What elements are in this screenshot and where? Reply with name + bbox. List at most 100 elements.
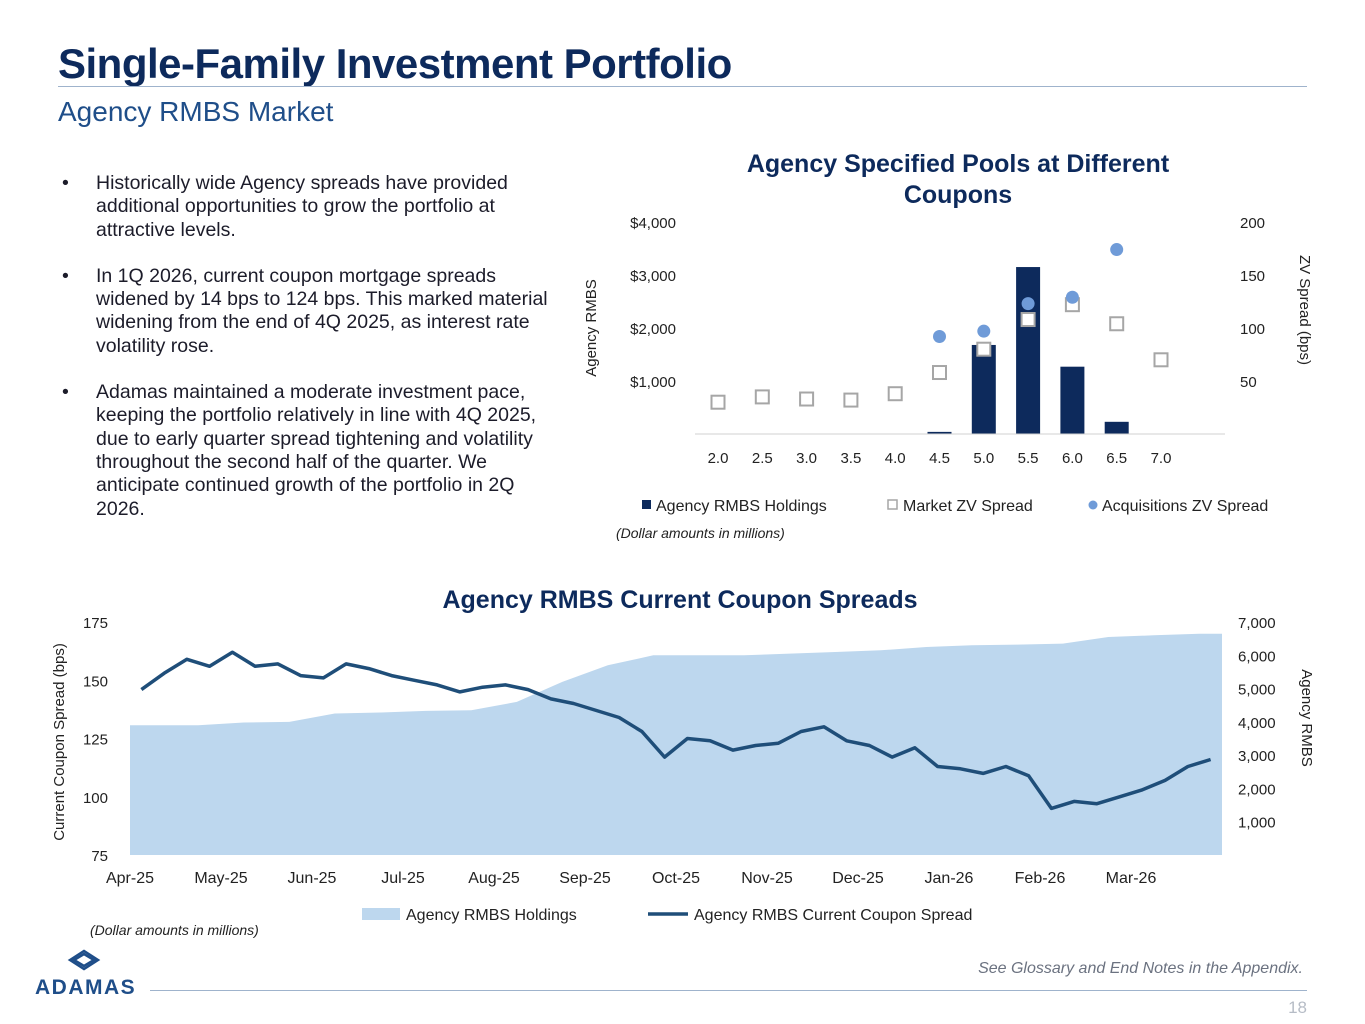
y-tick-label: $3,000 [630,268,676,285]
chart-title: Coupons [904,181,1012,209]
y2-tick-label: 1,000 [1238,815,1276,832]
x-tick-label: 2.0 [708,450,729,467]
market-zv-marker [887,386,903,402]
legend-spread-label: Agency RMBS Current Coupon Spread [694,907,972,924]
acquisitions-zv-marker [1065,290,1079,304]
acquisitions-zv-marker [1110,243,1124,257]
glossary-footnote: See Glossary and End Notes in the Append… [978,960,1303,977]
spread-line [140,650,1212,811]
footer-divider [150,990,1307,991]
market-zv-marker [754,389,770,405]
x-tick-label: Apr-25 [106,870,154,887]
bullet-text: Adamas maintained a moderate investment … [96,381,537,520]
y-tick-label: 175 [83,615,108,632]
legend-acquisitions-zv-label: Acquisitions ZV Spread [1102,498,1268,515]
specified-pools-chart: Agency Specified Pools at Different Coupo… [583,150,1313,541]
x-tick-label: May-25 [194,870,247,887]
y2-tick-label: 4,000 [1238,715,1276,732]
legend-holdings-label: Agency RMBS Holdings [406,907,577,924]
y2-tick-label: 100 [1240,321,1265,338]
y-axis-label: Agency RMBS [583,279,600,377]
adamas-logo-text: ADAMAS [35,976,136,999]
bullet-list: • Historically wide Agency spreads have p… [58,172,558,544]
x-tick-label: Oct-25 [652,870,700,887]
page-title: Single-Family Investment Portfolio [58,40,732,87]
x-tick-label: 4.5 [929,450,950,467]
market-zv-marker [1153,352,1169,368]
acquisitions-zv-marker [933,329,946,343]
bullet-glyph: • [62,264,69,287]
page-number: 18 [1288,998,1307,1017]
y-tick-label: 150 [83,673,108,690]
bullet-glyph: • [62,381,69,404]
y-tick-label: $2,000 [630,321,676,338]
y2-axis-label: ZV Spread (bps) [1296,255,1313,365]
y2-tick-label: 5,000 [1238,682,1276,699]
x-tick-label: 5.5 [1018,450,1039,467]
x-tick-label: 3.0 [796,450,817,467]
market-zv-marker [1109,316,1125,332]
legend-market-zv-label: Market ZV Spread [903,498,1033,515]
holdings-area [130,633,1222,855]
adamas-logo-mark-icon [67,949,101,971]
x-tick-label: Feb-26 [1015,870,1066,887]
y-axis-label: Current Coupon Spread (bps) [51,643,68,841]
y-tick-label: 100 [83,790,108,807]
acquisitions-zv-marker [1021,297,1035,311]
chart-title: Agency Specified Pools at Different [747,150,1170,178]
x-tick-label: 7.0 [1151,450,1172,467]
x-tick-label: Jan-26 [925,870,974,887]
market-zv-marker [1020,312,1036,328]
y2-tick-label: 50 [1240,374,1257,391]
holdings-bar [927,431,952,434]
x-tick-label: 2.5 [752,450,773,467]
y-tick-label: $4,000 [630,215,676,232]
x-tick-label: 5.0 [973,450,994,467]
y2-tick-label: 3,000 [1238,748,1276,765]
bullet-item: • Adamas maintained a moderate investment… [58,381,558,521]
x-tick-label: Mar-26 [1106,870,1157,887]
y-tick-label: 125 [83,732,108,749]
legend-holdings-label: Agency RMBS Holdings [656,498,827,515]
x-tick-label: Jun-25 [288,870,337,887]
title-divider [58,86,1307,87]
legend-holdings-swatch [362,908,400,920]
bullet-item: • Historically wide Agency spreads have p… [58,172,558,242]
acquisitions-zv-marker [977,324,991,338]
x-tick-label: Nov-25 [741,870,793,887]
legend-market-zv-swatch [887,499,898,510]
current-coupon-spreads-chart: Agency RMBS Current Coupon Spreads 75 100 1… [51,586,1315,938]
dollar-note: (Dollar amounts in millions) [90,922,259,938]
y2-tick-label: 200 [1240,215,1265,232]
holdings-bar [1016,267,1041,434]
y-tick-label: 75 [91,848,108,865]
bullet-text: Historically wide Agency spreads have pr… [96,172,508,241]
adamas-logo: ADAMAS [35,949,136,999]
x-tick-label: Dec-25 [832,870,884,887]
y2-tick-label: 6,000 [1238,648,1276,665]
market-zv-marker [976,341,992,357]
market-zv-marker [843,392,859,408]
dollar-note: (Dollar amounts in millions) [616,525,785,541]
x-tick-label: 6.0 [1062,450,1083,467]
market-zv-marker [710,394,726,410]
chart-title: Agency RMBS Current Coupon Spreads [442,586,917,614]
legend-holdings-swatch [642,500,651,509]
legend-acquisitions-zv-swatch [1088,500,1098,510]
x-tick-label: Aug-25 [468,870,520,887]
bullet-text: In 1Q 2026, current coupon mortgage spre… [96,264,548,357]
bullet-item: • In 1Q 2026, current coupon mortgage spr… [58,265,558,358]
y2-tick-label: 7,000 [1238,615,1276,632]
x-tick-label: Jul-25 [381,870,425,887]
x-tick-label: 6.5 [1106,450,1127,467]
bullet-glyph: • [62,172,69,194]
x-tick-label: 3.5 [840,450,861,467]
holdings-bar [1104,421,1129,434]
page-subtitle: Agency RMBS Market [58,96,334,127]
y-tick-label: $1,000 [630,374,676,391]
market-zv-marker [799,391,815,407]
y2-axis-label: Agency RMBS [1298,669,1315,767]
x-tick-label: Sep-25 [559,870,611,887]
market-zv-marker [932,365,947,381]
y2-tick-label: 2,000 [1238,781,1276,798]
